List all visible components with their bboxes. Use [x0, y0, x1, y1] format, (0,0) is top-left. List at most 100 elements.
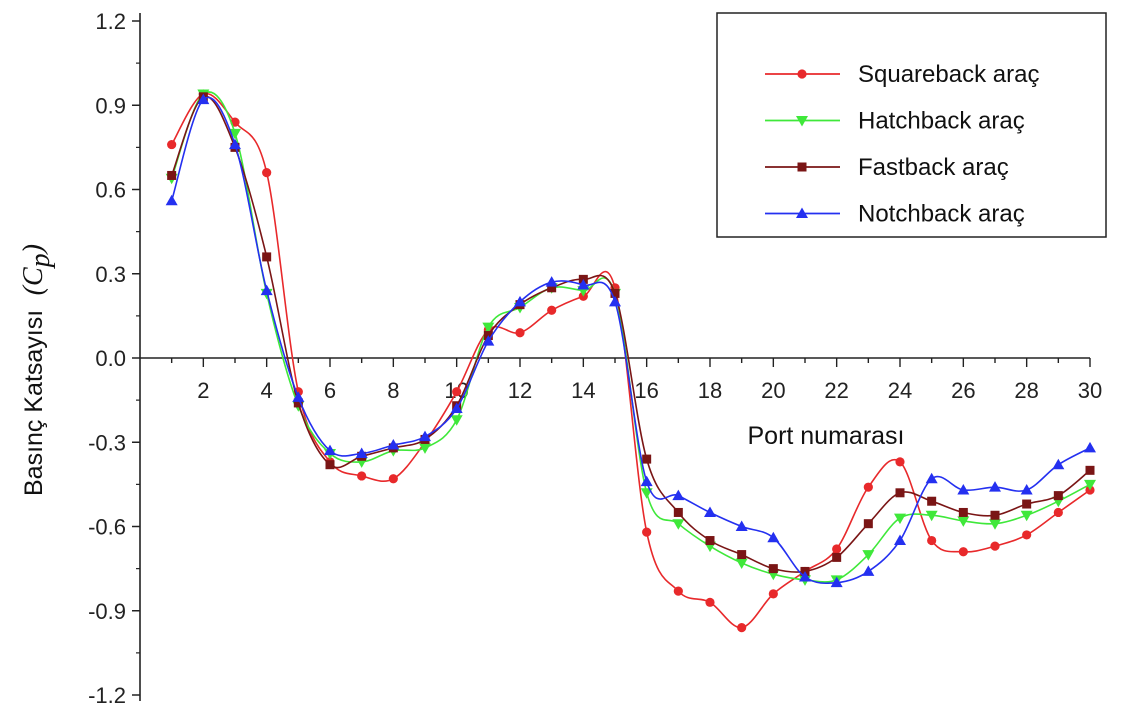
series-4 [165, 93, 1096, 588]
data-point [925, 472, 938, 484]
data-point [419, 443, 431, 454]
legend-marker [797, 69, 807, 79]
data-point [642, 454, 652, 464]
data-point [957, 483, 970, 495]
data-point [862, 550, 875, 561]
data-point [862, 565, 875, 576]
data-point [610, 288, 620, 298]
series-layer [165, 89, 1096, 633]
data-point [387, 439, 400, 450]
legend-label: Hatchback araç [858, 108, 1025, 135]
x-tick-label: 28 [1014, 378, 1038, 403]
data-point [292, 391, 305, 402]
data-point [927, 535, 937, 546]
data-point [1020, 510, 1033, 522]
y-axis-symbol: C [18, 267, 49, 286]
data-point [260, 284, 273, 296]
data-point [609, 295, 621, 307]
y-tick-label: -0.3 [88, 430, 126, 455]
data-point [705, 536, 715, 546]
y-axis-symbol-open: ( [18, 284, 49, 295]
data-point [989, 481, 1001, 492]
x-tick-label: 4 [261, 378, 273, 403]
x-tick-label: 24 [888, 378, 912, 403]
data-point [830, 576, 843, 588]
legend-box [716, 12, 1107, 238]
data-point [355, 447, 368, 458]
data-point [545, 276, 558, 287]
data-point [165, 194, 178, 206]
data-point [450, 415, 463, 426]
x-tick-label: 2 [197, 378, 209, 403]
y-tick-label: -1.2 [88, 683, 126, 708]
data-point [767, 531, 780, 543]
y-tick-label: -0.6 [88, 515, 126, 540]
data-point [673, 586, 683, 596]
data-point [799, 571, 811, 582]
data-point [514, 295, 526, 307]
data-point [927, 496, 937, 506]
data-point [894, 513, 906, 525]
data-point [673, 507, 683, 517]
data-point [768, 589, 778, 599]
data-point [958, 507, 968, 517]
y-tick-label: 0.6 [95, 178, 126, 203]
x-tick-label: 6 [324, 378, 336, 403]
y-axis-symbol-subscript: p [25, 253, 56, 269]
data-point [262, 252, 272, 262]
y-tick-label: -0.9 [88, 599, 126, 624]
x-tick-label: 14 [571, 378, 595, 403]
y-tick-label: 1.2 [95, 9, 126, 34]
y-axis-title-group: Basınç Katsayısı (Cp) [18, 244, 56, 496]
data-point [705, 597, 715, 607]
data-point [167, 139, 177, 150]
data-point [419, 430, 431, 442]
data-point [515, 328, 525, 338]
y-axis-symbol-close: ) [18, 244, 49, 255]
data-point [229, 128, 241, 140]
data-point [547, 283, 557, 293]
data-point [768, 564, 778, 574]
data-point [324, 444, 336, 456]
data-point [452, 387, 462, 397]
data-point [325, 460, 335, 470]
x-tick-label: 12 [508, 378, 532, 403]
x-tick-label: 16 [634, 378, 658, 403]
data-point [895, 457, 905, 467]
data-point [1084, 441, 1096, 453]
x-tick-label: 26 [951, 378, 975, 403]
x-tick-label: 30 [1078, 378, 1102, 403]
data-point [167, 170, 177, 180]
data-point [293, 398, 303, 408]
legend: Squareback araç Hatchback araç Fastback ar… [716, 12, 1107, 238]
data-point [482, 335, 495, 346]
data-point [925, 510, 938, 522]
legend-label: Squareback araç [858, 61, 1039, 88]
data-point [547, 305, 557, 315]
data-point [957, 516, 970, 527]
data-point [990, 541, 1000, 551]
data-point [640, 475, 653, 487]
data-point [577, 278, 590, 290]
y-axis-title: Basınç Katsayısı [20, 310, 48, 496]
data-point [832, 552, 842, 562]
data-point [958, 547, 968, 557]
data-point [1052, 458, 1065, 470]
data-point [863, 482, 873, 492]
y-tick-label: 0.0 [95, 346, 126, 371]
x-axis-title: Port numarası [747, 422, 904, 450]
axes: 1.20.90.60.30.0-0.3-0.6-0.9-1.2246810121… [88, 9, 1102, 708]
y-tick-label: 0.9 [95, 93, 126, 118]
data-point [704, 506, 716, 517]
data-point [989, 519, 1001, 530]
legend-marker [796, 207, 808, 218]
data-point [672, 489, 685, 501]
data-point [832, 544, 842, 554]
data-point [990, 510, 1000, 520]
y-tick-label: 0.3 [95, 262, 126, 287]
data-point [863, 519, 873, 529]
x-tick-label: 22 [824, 378, 848, 403]
data-point [642, 527, 652, 537]
data-point [737, 623, 747, 633]
